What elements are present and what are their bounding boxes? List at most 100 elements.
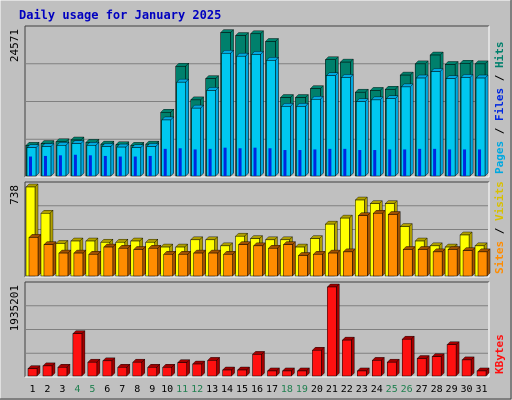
kbytes-bar-side [81,330,86,377]
pages-bar-side [320,95,324,177]
day-label: 6 [104,384,110,395]
sites-bar [283,244,293,277]
sites-bar-side [426,245,431,277]
sites-bar-side [277,244,281,277]
sites-bar-side [142,245,146,277]
day-label: 16 [251,384,263,395]
pages-bar-side [215,86,219,177]
day-label: 8 [134,384,140,395]
pages-bar-side [409,83,414,177]
kbytes-bar-side [425,355,430,377]
legend-part-3: / [493,68,506,88]
kbytes-bar-side [410,335,415,377]
legend-part-0: KBytes [493,334,506,374]
day-label: 20 [311,384,323,395]
kbytes-bar [27,368,38,377]
day-label: 15 [236,384,248,395]
files-bar [103,155,107,176]
pages-bar-side [155,143,159,177]
day-label: 4 [74,384,80,395]
kbytes-bar [431,356,442,377]
files-bar [328,148,332,176]
kbytes-bar-side [216,356,220,377]
kbytes-bar [342,339,352,377]
sites-bar [432,251,443,277]
sites-bar [73,252,84,277]
pages-bar-side [395,95,399,177]
sites-bar-side [127,244,132,277]
files-bar [208,148,212,176]
kbytes-bar [372,360,382,377]
day-label: 21 [326,384,338,395]
sites-bar-side [202,249,206,277]
bars-kbytes [27,283,490,377]
files-bar [163,148,167,176]
sites-bar-side [112,243,117,277]
pages-bar-side [469,73,474,177]
kbytes-bar [72,333,83,377]
files-bar [238,148,242,176]
files-bar [313,149,317,176]
pages-bar-side [305,102,309,177]
files-bar [88,155,92,176]
day-label: 10 [161,384,173,395]
sites-bar-side [292,241,296,277]
pages-bar-side [275,56,279,177]
kbytes-bar-side [336,283,340,377]
pages-bar-side [380,96,384,177]
kbytes-bar [386,361,397,377]
files-bar [148,155,152,176]
files-bar [418,148,422,176]
pages-bar-side [125,143,130,177]
kbytes-bar-side [321,346,325,377]
sites-bar [387,214,398,277]
kbytes-bar [267,370,277,377]
chart-title: Daily usage for January 2025 [19,8,221,22]
kbytes-bar [102,360,113,377]
right-legend-visits-sites: Sites / Visits [493,181,506,274]
sites-bar-side [322,250,326,277]
files-bar [358,150,362,176]
pages-bar-side [80,140,85,177]
sites-bar [223,254,233,277]
sites-bar-side [337,249,341,277]
files-bar [73,154,77,176]
sites-bar [58,252,69,277]
files-bar [118,156,122,176]
sites-bar [208,252,218,277]
kbytes-bar [222,369,232,377]
kbytes-bar-side [111,357,116,377]
files-bar [178,148,182,176]
day-label: 28 [431,384,443,395]
kbytes-bar [207,360,217,377]
pages-bar-side [484,74,489,177]
kbytes-bar [132,361,143,377]
pages-bar-side [50,143,55,177]
day-label: 2 [44,384,50,395]
kbytes-bar [237,369,247,377]
sites-bar [447,249,458,277]
sites-bar [268,248,278,277]
files-bar [223,147,227,176]
kbytes-bar [57,367,68,377]
kbytes-bar [461,359,472,377]
kbytes-bar-side [96,358,101,377]
sites-bar [133,249,144,277]
day-label: 30 [461,384,473,395]
kbytes-bar [446,344,457,377]
kbytes-bar-side [141,358,145,377]
kbytes-bar [357,370,367,377]
kbytes-bar [177,362,187,377]
pages-bar-side [290,102,294,177]
legend-part-0: Sites [493,241,506,274]
kbytes-bar [476,370,487,377]
sites-bar [43,244,54,277]
sites-bar-side [471,247,476,277]
day-label: 7 [119,384,125,395]
sites-bar-side [172,250,176,277]
sites-bar-side [217,249,221,277]
sites-bar-side [52,241,57,277]
sites-bar-side [37,233,42,277]
kbytes-bar [401,338,412,377]
